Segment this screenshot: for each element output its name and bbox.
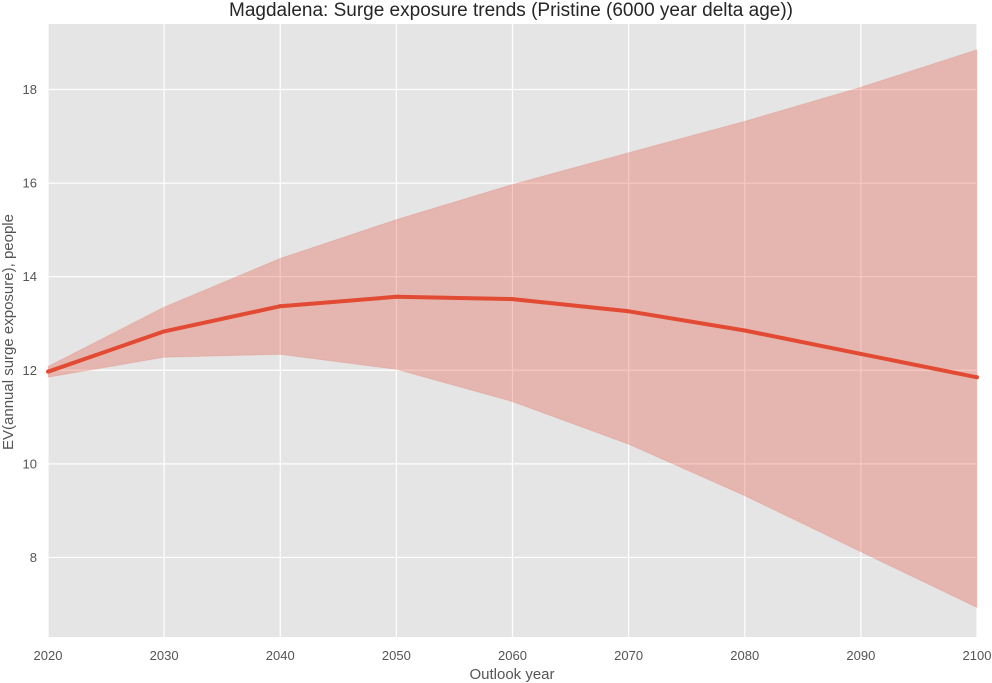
y-tick-label: 8 [30,550,37,565]
data-point [975,375,979,380]
x-tick-label: 2100 [963,648,992,663]
data-point [626,309,631,314]
x-tick-label: 2060 [498,648,527,663]
data-point [858,351,863,356]
x-tick-label: 2080 [730,648,759,663]
data-point [742,328,747,333]
x-tick-label: 2030 [150,648,179,663]
y-tick-label: 10 [23,456,37,471]
y-tick-label: 14 [23,269,37,284]
data-point [46,369,50,374]
x-tick-label: 2040 [266,648,295,663]
y-axis-label: EV(annual surge exposure), people [0,214,17,450]
x-tick-label: 2070 [614,648,643,663]
x-tick-label: 2050 [382,648,411,663]
confidence-band [47,49,978,609]
x-tick-labels: 2020 2030 2040 2050 2060 2070 2080 2090 2100 [34,648,992,663]
grid [47,24,978,637]
y-tick-label: 12 [23,363,37,378]
data-point [510,297,515,302]
x-tick-label: 2090 [846,648,875,663]
y-tick-label: 18 [23,82,37,97]
data-point [278,304,283,309]
data-point [162,329,167,334]
data-point [394,294,399,299]
chart-title: Magdalena: Surge exposure trends (Pristi… [229,0,793,21]
x-tick-label: 2020 [34,648,63,663]
y-tick-label: 16 [23,176,37,191]
y-tick-labels: 8 10 12 14 16 18 [23,82,37,565]
x-axis-label: Outlook year [469,666,554,683]
